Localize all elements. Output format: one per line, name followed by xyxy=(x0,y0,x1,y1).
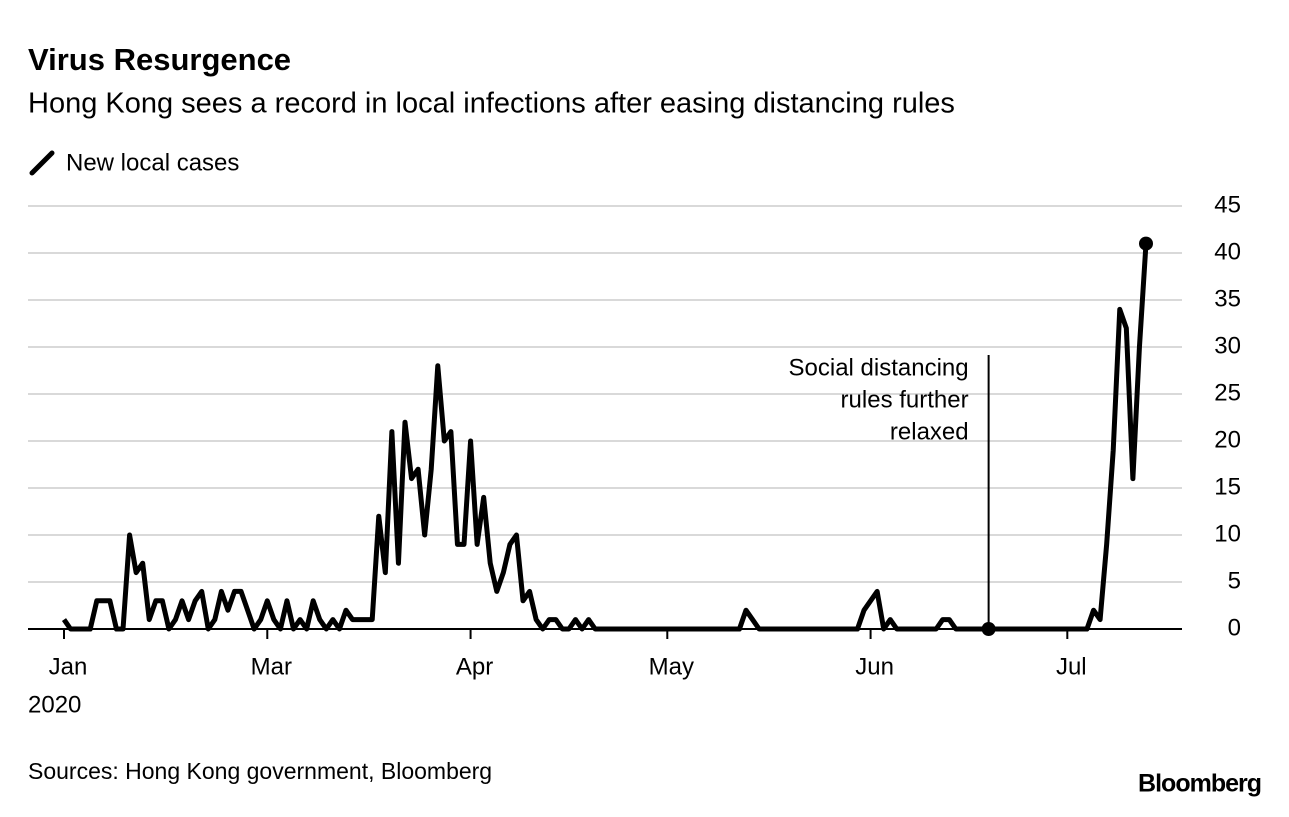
y-tick-label: 5 xyxy=(1228,567,1241,594)
y-tick-label: 25 xyxy=(1214,379,1241,406)
annotation-text: relaxed xyxy=(890,418,969,445)
source: Sources: Hong Kong government, Bloomberg xyxy=(28,758,492,784)
chart-title: Virus Resurgence xyxy=(28,42,291,77)
y-tick-label: 10 xyxy=(1214,520,1241,547)
brand: Bloomberg xyxy=(1138,770,1261,798)
legend-label: New local cases xyxy=(66,149,239,176)
y-tick-label: 20 xyxy=(1214,426,1241,453)
annotation-point xyxy=(981,622,996,636)
y-tick-label: 45 xyxy=(1214,191,1241,218)
x-tick-label: Mar xyxy=(251,653,292,680)
end-point xyxy=(1139,236,1153,251)
y-tick-label: 15 xyxy=(1214,473,1241,500)
annotation-text: rules further xyxy=(841,386,969,413)
x-year-label: 2020 xyxy=(28,691,81,718)
y-tick-label: 40 xyxy=(1214,238,1241,265)
x-tick-label: Apr xyxy=(456,653,493,680)
x-tick-label: May xyxy=(649,653,694,680)
x-tick-label: Jun xyxy=(855,653,894,680)
y-tick-label: 0 xyxy=(1228,614,1241,641)
y-tick-label: 30 xyxy=(1214,332,1241,359)
data-line xyxy=(61,243,1149,632)
legend-swatch xyxy=(29,150,55,176)
y-tick-label: 35 xyxy=(1214,285,1241,312)
x-tick-label: Jan xyxy=(49,653,88,680)
x-tick-label: Jul xyxy=(1056,653,1087,680)
chart-subtitle: Hong Kong sees a record in local infecti… xyxy=(28,88,955,120)
annotation-text: Social distancing xyxy=(789,354,969,381)
